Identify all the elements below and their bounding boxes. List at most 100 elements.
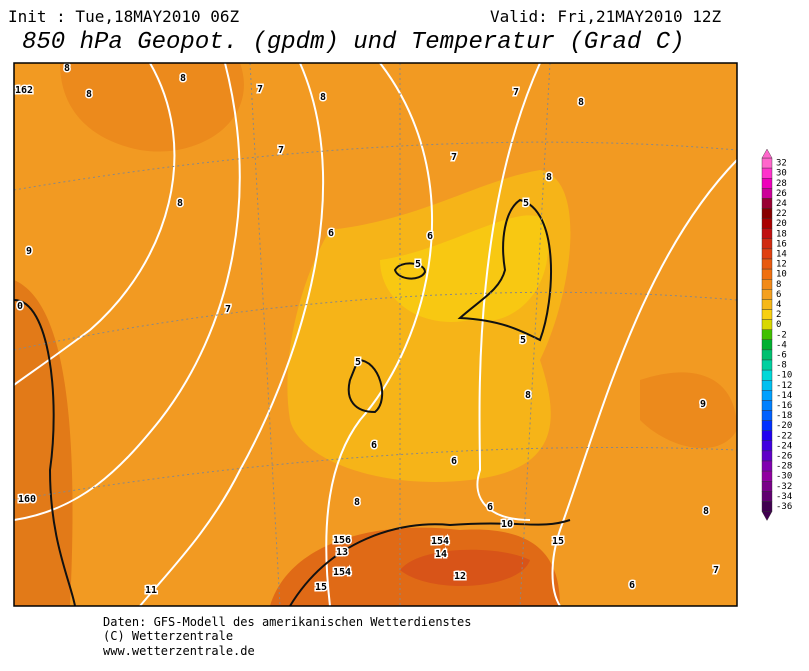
map-label: 8 [546, 172, 552, 183]
legend-swatch [761, 268, 773, 280]
legend-swatch [761, 400, 773, 411]
map-label: 5 [415, 259, 421, 270]
footer-line: www.wetterzentrale.de [103, 644, 255, 658]
map-label: 156 [333, 535, 351, 546]
map-label: 9 [700, 399, 706, 410]
legend-label: -26 [776, 451, 792, 461]
map-label: 0 [17, 301, 23, 312]
legend-label: -8 [776, 361, 787, 371]
legend-swatch [761, 188, 773, 199]
legend-label: 28 [776, 179, 787, 189]
legend-label: -20 [776, 421, 792, 431]
legend-swatch [761, 481, 773, 492]
legend-label: -30 [776, 472, 792, 482]
legend-label: 30 [776, 169, 787, 179]
legend-swatch [761, 198, 773, 209]
map-label: 8 [354, 497, 360, 508]
legend-label: 4 [776, 300, 781, 310]
map-label: 7 [513, 87, 519, 98]
map-label: 8 [525, 390, 531, 401]
legend-label: 8 [776, 280, 781, 290]
legend-label: -32 [776, 482, 792, 492]
map-label: 15 [552, 536, 564, 547]
legend-label: -10 [776, 371, 792, 381]
legend-swatch [761, 228, 773, 239]
map-label: 154 [333, 567, 351, 578]
legend-swatch [761, 218, 773, 229]
legend-swatch [761, 349, 773, 361]
legend-swatch [761, 208, 773, 219]
legend-label: 24 [776, 199, 787, 209]
legend-swatch [761, 501, 773, 512]
legend-swatch [761, 410, 773, 421]
map-label: 13 [336, 547, 348, 558]
map-label: 5 [523, 198, 529, 209]
legend-swatch [761, 359, 773, 371]
legend-label: 20 [776, 219, 787, 229]
map-label: 6 [328, 228, 334, 239]
map-label: 7 [257, 84, 263, 95]
legend-swatch [761, 279, 773, 290]
legend-label: 22 [776, 209, 787, 219]
map-label: 12 [454, 571, 466, 582]
map-label: 11 [145, 585, 157, 596]
legend-swatch [761, 470, 773, 482]
legend-swatch [761, 177, 773, 189]
map-label: 5 [355, 357, 361, 368]
legend-label: 10 [776, 270, 787, 280]
map-label: 7 [713, 565, 719, 576]
legend-label: -18 [776, 411, 792, 421]
map-label: 14 [435, 549, 447, 560]
legend-swatch [761, 309, 773, 320]
legend-swatch [761, 319, 773, 330]
temp-area [400, 549, 530, 587]
legend-swatch [761, 167, 773, 179]
geopotential-lines [13, 62, 738, 607]
legend-swatch [761, 491, 773, 502]
map-label: 8 [578, 97, 584, 108]
map-label: 7 [278, 145, 284, 156]
map-label: 162 [15, 85, 33, 96]
legend-label: 26 [776, 189, 787, 199]
map-label: 160 [18, 494, 36, 505]
map-label: 15 [315, 582, 327, 593]
legend-arrow [761, 148, 773, 159]
legend-swatch [761, 339, 773, 351]
legend-label: 12 [776, 260, 787, 270]
map-label: 6 [487, 502, 493, 513]
legend-swatch [761, 248, 773, 260]
footer-line: Daten: GFS-Modell des amerikanischen Wet… [103, 615, 471, 629]
temp-area [640, 372, 737, 449]
legend-label: -2 [776, 330, 787, 340]
legend-swatch [761, 238, 773, 250]
legend-label: -28 [776, 462, 792, 472]
valid-time: Valid: Fri,21MAY2010 12Z [490, 7, 722, 26]
map-label: 10 [501, 519, 513, 530]
map-label: 8 [703, 506, 709, 517]
footer-line: (C) Wetterzentrale [103, 629, 233, 643]
legend-swatch [761, 329, 773, 341]
legend-swatch [761, 430, 773, 442]
legend-label: -14 [776, 391, 792, 401]
legend-label: -6 [776, 350, 787, 360]
legend-swatch [761, 258, 773, 270]
legend-swatch [761, 420, 773, 431]
map-label: 9 [26, 246, 32, 257]
legend-swatch [761, 450, 773, 462]
map-label: 154 [431, 536, 449, 547]
legend-swatch [761, 299, 773, 310]
map-label: 8 [86, 89, 92, 100]
map-label: 8 [320, 92, 326, 103]
legend-label: -36 [776, 502, 792, 512]
legend-swatch [761, 440, 773, 452]
legend-label: 16 [776, 239, 787, 249]
graticule [13, 62, 738, 607]
map-label: 7 [451, 152, 457, 163]
map-label: 5 [520, 335, 526, 346]
legend-label: 14 [776, 249, 787, 259]
legend-label: 6 [776, 290, 781, 300]
legend-swatch [761, 157, 773, 169]
legend-swatch [761, 390, 773, 401]
